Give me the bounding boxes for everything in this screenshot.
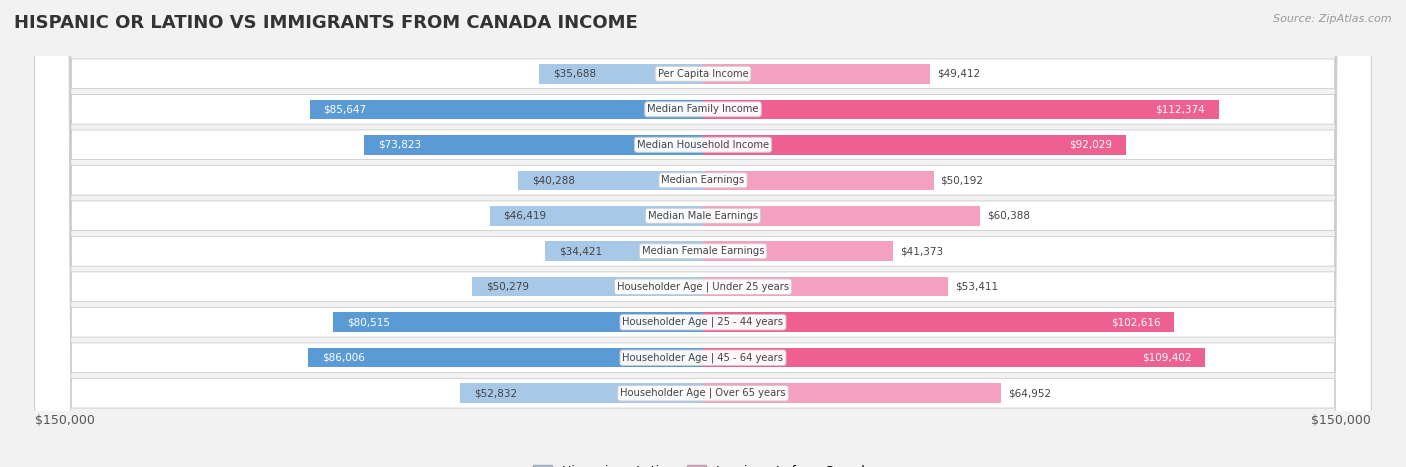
Bar [703,135,1126,155]
Text: $40,288: $40,288 [531,175,575,185]
Text: $109,402: $109,402 [1142,353,1192,363]
Bar [703,170,934,190]
Bar [333,312,703,332]
Text: $92,029: $92,029 [1069,140,1112,150]
Text: $50,192: $50,192 [941,175,983,185]
Bar [472,277,703,297]
Text: $102,616: $102,616 [1111,317,1160,327]
Bar [309,99,703,119]
FancyBboxPatch shape [35,0,1371,467]
Bar [703,348,1205,368]
Bar [703,312,1174,332]
FancyBboxPatch shape [35,0,1371,467]
Text: $80,515: $80,515 [347,317,389,327]
Bar [703,206,980,226]
Text: Median Male Earnings: Median Male Earnings [648,211,758,221]
Bar [703,99,1219,119]
Bar [489,206,703,226]
Text: $52,832: $52,832 [474,388,517,398]
FancyBboxPatch shape [35,0,1371,467]
FancyBboxPatch shape [35,0,1371,467]
Text: Householder Age | Under 25 years: Householder Age | Under 25 years [617,282,789,292]
Text: $49,412: $49,412 [936,69,980,79]
Bar [703,64,929,84]
Text: Median Earnings: Median Earnings [661,175,745,185]
FancyBboxPatch shape [35,0,1371,467]
Text: $73,823: $73,823 [378,140,420,150]
Bar [538,64,703,84]
Text: Householder Age | 45 - 64 years: Householder Age | 45 - 64 years [623,353,783,363]
Bar [517,170,703,190]
Text: $150,000: $150,000 [1312,414,1371,427]
Text: Source: ZipAtlas.com: Source: ZipAtlas.com [1274,14,1392,24]
Text: $64,952: $64,952 [1008,388,1052,398]
FancyBboxPatch shape [35,0,1371,467]
Bar [364,135,703,155]
Text: $46,419: $46,419 [503,211,547,221]
FancyBboxPatch shape [35,0,1371,467]
Text: $53,411: $53,411 [955,282,998,292]
FancyBboxPatch shape [35,0,1371,467]
Text: Householder Age | 25 - 44 years: Householder Age | 25 - 44 years [623,317,783,327]
FancyBboxPatch shape [35,0,1371,467]
Bar [703,383,1001,403]
Text: Median Household Income: Median Household Income [637,140,769,150]
Text: $50,279: $50,279 [486,282,529,292]
Text: $112,374: $112,374 [1156,104,1205,114]
Text: Median Female Earnings: Median Female Earnings [641,246,765,256]
Bar [703,241,893,261]
Text: $60,388: $60,388 [987,211,1031,221]
Bar [308,348,703,368]
Bar [703,277,948,297]
Text: Per Capita Income: Per Capita Income [658,69,748,79]
Legend: Hispanic or Latino, Immigrants from Canada: Hispanic or Latino, Immigrants from Cana… [529,460,877,467]
Text: Householder Age | Over 65 years: Householder Age | Over 65 years [620,388,786,398]
Text: $150,000: $150,000 [35,414,94,427]
Text: $85,647: $85,647 [323,104,367,114]
FancyBboxPatch shape [35,0,1371,467]
Text: $35,688: $35,688 [553,69,596,79]
Text: $34,421: $34,421 [558,246,602,256]
Text: Median Family Income: Median Family Income [647,104,759,114]
Text: $86,006: $86,006 [322,353,364,363]
Bar [460,383,703,403]
Text: HISPANIC OR LATINO VS IMMIGRANTS FROM CANADA INCOME: HISPANIC OR LATINO VS IMMIGRANTS FROM CA… [14,14,638,32]
Text: $41,373: $41,373 [900,246,943,256]
Bar [546,241,703,261]
